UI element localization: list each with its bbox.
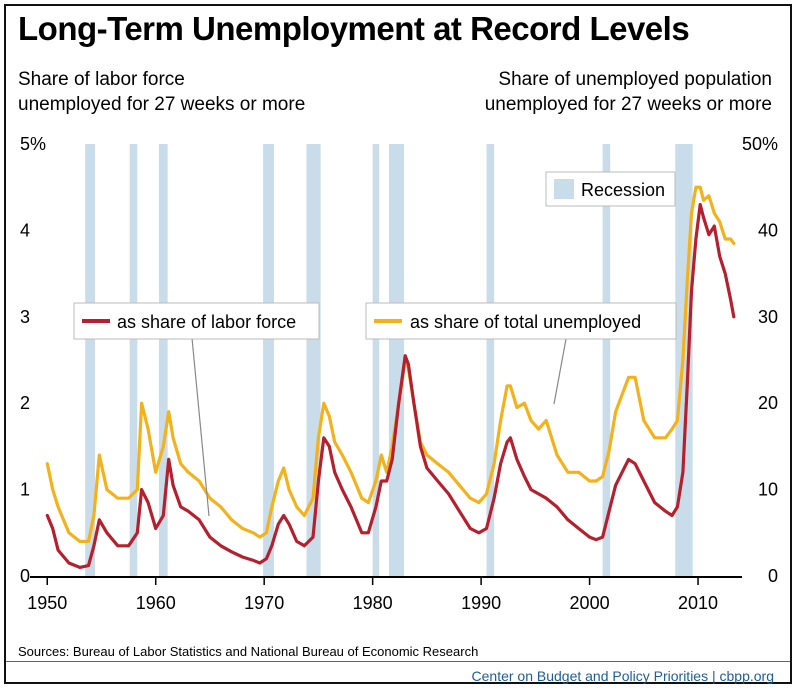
chart-frame: Long-Term Unemployment at Record Levels … <box>4 4 792 684</box>
right-axis-title: Share of unemployed population unemploye… <box>485 67 772 117</box>
labor-force-label-box <box>73 302 320 340</box>
x-tick-label-1970: 1970 <box>244 593 284 613</box>
right-tick-label-1: 10 <box>758 480 778 500</box>
x-tick-label-2000: 2000 <box>570 593 610 613</box>
recession-band-2 <box>158 144 168 576</box>
recession-band-7 <box>486 144 495 576</box>
left-tick-label-5: 5% <box>20 134 46 154</box>
chart-title: Long-Term Unemployment at Record Levels <box>18 10 690 47</box>
series-line-0 <box>45 202 736 570</box>
x-tick-label-2010: 2010 <box>678 593 718 613</box>
left-axis-title-line-2: unemployed for 27 weeks or more <box>18 94 306 115</box>
right-axis-title-line-1: Share of unemployed population <box>498 69 772 90</box>
recession-legend-label: Recession <box>581 180 665 200</box>
total-unemployed-legend-label: as share of total unemployed <box>410 312 641 332</box>
total-unemployed-callout-pointer <box>553 338 567 405</box>
recession-band-1 <box>129 144 138 576</box>
recession-band-4 <box>306 144 321 576</box>
line-chart: 1950 1960 1970 1980 1990 2000 2010 0 1 2 3 4 5% 0 10 20… <box>20 134 778 613</box>
left-tick-label-3: 3 <box>20 307 30 327</box>
x-tick-label-1980: 1980 <box>353 593 393 613</box>
right-tick-label-5: 50% <box>742 134 778 154</box>
right-tick-label-4: 40 <box>758 220 778 240</box>
left-tick-label-4: 4 <box>20 220 30 240</box>
recession-band-3 <box>263 144 274 576</box>
labor-force-legend-label: as share of labor force <box>117 312 296 332</box>
left-tick-label-1: 1 <box>20 480 30 500</box>
right-tick-label-2: 20 <box>758 393 778 413</box>
recession-band-6 <box>388 144 405 576</box>
x-tick-label-1950: 1950 <box>27 593 67 613</box>
left-axis-title: Share of labor force unemployed for 27 w… <box>18 67 305 117</box>
credit-link[interactable]: Center on Budget and Policy Priorities |… <box>471 668 774 684</box>
right-tick-label-3: 30 <box>758 307 778 327</box>
recession-band-8 <box>602 144 611 576</box>
x-tick-label-1990: 1990 <box>461 593 501 613</box>
left-axis-title-line-1: Share of labor force <box>18 69 185 90</box>
right-tick-label-0: 0 <box>768 566 778 586</box>
left-tick-label-0: 0 <box>20 566 30 586</box>
axes: 1950 1960 1970 1980 1990 2000 2010 0 1 2 3 4 5% 0 10 20… <box>20 134 778 613</box>
legend: Recession as share of labor force as share… <box>73 171 677 517</box>
right-axis-title-line-2: unemployed for 27 weeks or more <box>484 94 772 115</box>
labor-force-callout-pointer <box>191 337 210 517</box>
left-tick-label-2: 2 <box>20 393 30 413</box>
recession-bands <box>85 144 693 576</box>
recession-band-5 <box>372 144 380 576</box>
footer-divider <box>6 661 790 662</box>
series-lines <box>45 185 736 570</box>
total-unemployed-label-box <box>365 302 677 340</box>
x-tick-label-1960: 1960 <box>136 593 176 613</box>
sources-note: Sources: Bureau of Labor Statistics and … <box>18 644 479 659</box>
recession-legend-swatch <box>554 179 574 199</box>
recession-band-0 <box>85 144 95 576</box>
